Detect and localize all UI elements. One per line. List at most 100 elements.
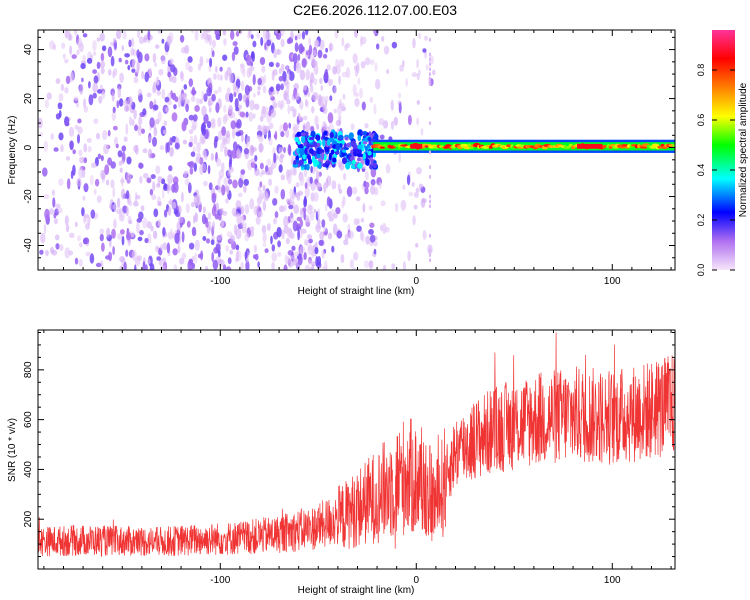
spectrogram-cell — [71, 54, 77, 59]
spectrogram-cell — [398, 152, 402, 163]
spectrogram-cell — [374, 236, 378, 241]
spectrogram-cell — [194, 252, 198, 264]
spectrogram-cell — [353, 218, 359, 226]
spectrogram-cell — [131, 58, 136, 70]
spectrogram-cell — [314, 115, 319, 126]
spectrogram-cell — [308, 136, 315, 141]
spectrogram-cell — [190, 96, 196, 102]
spectrogram-cell — [331, 245, 335, 253]
spectrogram-cell — [212, 50, 215, 58]
spectrogram-cell — [165, 106, 170, 113]
spectrogram-cell — [99, 32, 105, 42]
spectrogram-cell — [64, 87, 69, 94]
spectrogram-cell — [231, 149, 237, 159]
spectrogram-cell — [219, 66, 223, 72]
spectrogram-cell — [174, 96, 179, 103]
spectrogram-cell — [153, 127, 158, 137]
spectrogram-cell — [369, 222, 375, 228]
spectrogram-cell — [324, 203, 328, 212]
spectrogram-cell — [134, 257, 141, 267]
spectrogram-cell — [144, 237, 149, 244]
spectrogram-cell — [303, 84, 307, 91]
snr-ytick-label: 400 — [23, 461, 34, 478]
spectrogram-ytick-label: 20 — [23, 93, 34, 105]
spectrogram-cell — [346, 142, 351, 148]
spectrogram-cell — [249, 144, 255, 157]
spectrogram-cell — [54, 234, 60, 241]
spectrogram-cell — [183, 172, 188, 178]
spectrogram-cell — [429, 204, 431, 209]
spectrogram-cell — [297, 143, 304, 150]
spectrogram-cell — [166, 242, 171, 254]
spectrogram-cell — [320, 85, 324, 91]
spectrogram-cell — [130, 47, 135, 56]
spectrogram-cell — [79, 84, 84, 95]
spectrogram-cell — [160, 244, 164, 251]
spectrogram-cell — [390, 120, 394, 130]
spectrogram-cell — [220, 142, 224, 153]
spectrogram-cell — [214, 90, 219, 95]
spectrogram-cell — [217, 250, 221, 258]
spectrogram-band-cell — [621, 144, 629, 147]
spectrogram-cell — [411, 181, 415, 188]
spectrogram-cell — [429, 253, 431, 258]
spectrogram-cell — [292, 220, 298, 232]
spectrogram-cell — [283, 146, 286, 154]
spectrogram-cell — [364, 57, 371, 66]
spectrogram-cell — [248, 30, 252, 38]
spectrogram-cell — [395, 202, 399, 213]
spectrogram-cell — [284, 81, 290, 88]
spectrogram-cell — [400, 199, 407, 211]
spectrogram-cell — [349, 259, 354, 269]
spectrogram-cell — [304, 182, 308, 190]
spectrogram-cell — [166, 141, 170, 153]
spectrogram-cell — [326, 139, 331, 146]
spectrogram-cell — [94, 178, 100, 187]
spectrogram-cell — [344, 233, 349, 241]
spectrogram-cell — [380, 200, 386, 207]
spectrogram-cell — [270, 235, 273, 245]
spectrogram-cell — [54, 218, 58, 225]
spectrogram-cell — [131, 68, 136, 73]
spectrogram-cell — [163, 209, 168, 218]
spectrogram-cell — [249, 99, 255, 111]
spectrogram-cell — [136, 195, 141, 200]
spectrogram-cell — [283, 215, 289, 228]
spectrogram-cell — [39, 249, 44, 255]
spectrogram-cell — [416, 100, 420, 105]
spectrogram-cell — [82, 33, 88, 38]
spectrogram-cell — [333, 108, 337, 114]
spectrogram-cell — [112, 37, 117, 43]
spectrogram-cell — [223, 104, 227, 114]
spectrogram-cell — [301, 58, 307, 68]
colorbar-gradient — [712, 30, 735, 270]
spectrogram-cell — [398, 92, 402, 99]
spectrogram-cell — [64, 247, 71, 259]
spectrogram-cell — [237, 92, 243, 102]
spectrogram-cell — [227, 171, 231, 177]
spectrogram-cell — [201, 163, 207, 172]
spectrogram-cell — [261, 65, 266, 73]
spectrogram-cell — [283, 264, 288, 270]
spectrogram-cell — [85, 251, 91, 257]
spectrogram-cell — [49, 208, 54, 215]
spectrogram-cell — [304, 30, 309, 36]
spectrogram-cell — [152, 104, 159, 111]
spectrogram-cell — [322, 105, 325, 110]
spectrogram-cell — [327, 112, 334, 124]
spectrogram-cell — [274, 185, 279, 194]
spectrogram-cell — [133, 109, 137, 120]
spectrogram-cell — [68, 250, 74, 256]
spectrogram-cell — [288, 260, 294, 268]
spectrogram-cell — [290, 255, 296, 260]
spectrogram-cell — [278, 67, 282, 75]
spectrogram-cell — [81, 77, 84, 83]
spectrogram-cell — [86, 57, 93, 64]
spectrogram-cell — [190, 202, 195, 208]
spectrogram-cell — [169, 198, 173, 206]
spectrogram-cell — [80, 63, 86, 70]
spectrogram-cell — [151, 84, 157, 94]
spectrogram-cell — [222, 264, 227, 270]
spectrogram-cell — [313, 192, 319, 202]
spectrogram-cell — [104, 164, 110, 175]
